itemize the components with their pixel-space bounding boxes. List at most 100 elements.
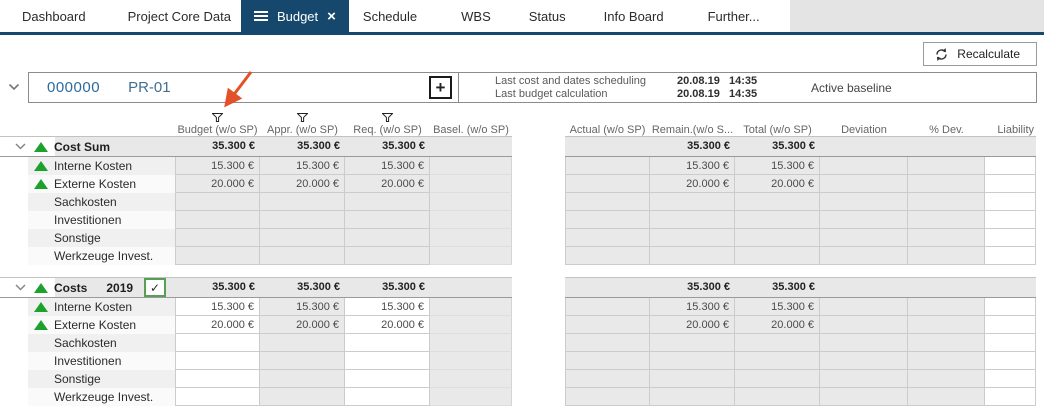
chevron-down-icon[interactable] — [15, 284, 27, 291]
column-header-appr[interactable]: Appr. (w/o SP) — [267, 124, 338, 136]
cell-total: 20.000 € — [735, 316, 820, 334]
cell-req — [345, 193, 430, 211]
row-label: Externe Kosten — [54, 318, 137, 332]
tab-project-core-data[interactable]: Project Core Data — [127, 8, 231, 24]
sum-cell-req: 35.300 € — [345, 136, 430, 157]
column-header-actual[interactable]: Actual (w/o SP) — [569, 124, 646, 136]
cell-total: 15.300 € — [735, 298, 820, 316]
close-icon[interactable]: × — [327, 7, 336, 25]
cell-budget[interactable] — [175, 388, 260, 406]
table-row: Sachkosten — [0, 193, 1044, 211]
project-code-link[interactable]: PR-01 — [128, 79, 171, 96]
tab-status[interactable]: Status — [528, 8, 566, 24]
cell-req[interactable] — [345, 334, 430, 352]
cell-basel — [430, 247, 512, 265]
cell-liability — [985, 370, 1036, 388]
add-button[interactable]: + — [429, 76, 452, 99]
filter-icon[interactable] — [260, 110, 345, 122]
row-label-cell: Costs 2019 ✓ — [0, 277, 175, 298]
cell-remain: 15.300 € — [650, 298, 735, 316]
cell-req[interactable] — [345, 388, 430, 406]
cell-total — [735, 247, 820, 265]
column-header-liability[interactable]: Liability — [997, 124, 1034, 136]
recalculate-label: Recalculate — [957, 47, 1020, 61]
tab-dashboard[interactable]: Dashboard — [22, 8, 86, 24]
table-row: Sachkosten — [0, 334, 1044, 352]
cell-budget[interactable]: 15.300 € — [175, 298, 260, 316]
column-header-req[interactable]: Req. (w/o SP) — [353, 124, 422, 136]
row-label: Sonstige — [54, 372, 101, 386]
cell-req[interactable]: 20.000 € — [345, 316, 430, 334]
recalculate-button[interactable]: Recalculate — [923, 42, 1037, 66]
column-header-[interactable]: % Dev. — [929, 124, 964, 136]
column-header-deviation[interactable]: Deviation — [841, 124, 887, 136]
project-number-link[interactable]: 000000 — [47, 79, 101, 96]
tab-bar-filler — [789, 0, 1044, 32]
cell-req[interactable] — [345, 352, 430, 370]
tab-schedule[interactable]: Schedule — [362, 8, 418, 24]
trend-up-icon — [34, 282, 48, 293]
cell-req[interactable]: 15.300 € — [345, 298, 430, 316]
cell-basel — [430, 229, 512, 247]
sum-cell-liability — [985, 136, 1036, 157]
tab-further[interactable]: Further... — [707, 8, 760, 24]
row-label: Externe Kosten — [54, 177, 137, 191]
cell-liability — [985, 211, 1036, 229]
tab-wbs[interactable]: WBS — [461, 8, 491, 24]
cell-appr — [260, 247, 345, 265]
cell-appr — [260, 193, 345, 211]
cell-deviation — [820, 316, 908, 334]
cell-budget — [175, 211, 260, 229]
cell-basel — [430, 298, 512, 316]
column-header-remain-w-o[interactable]: Remain.(w/o S... — [651, 124, 734, 136]
cell-gap — [512, 370, 565, 388]
tab-bar: Dashboard Project Core Data Budget × Schedul… — [0, 0, 1044, 35]
summary-row: Costs 2019 ✓ 35.300 €35.300 €35.300 €35.300… — [0, 277, 1044, 298]
cell-gap — [512, 193, 565, 211]
cell-basel — [430, 193, 512, 211]
active-baseline-label: Active baseline — [811, 80, 892, 95]
filter-icon[interactable] — [345, 110, 430, 122]
cell-budget[interactable] — [175, 334, 260, 352]
cell-gap — [512, 229, 565, 247]
tab-info-board[interactable]: Info Board — [603, 8, 664, 24]
project-header[interactable]: 000000 PR-01 + — [29, 73, 459, 102]
row-label: Sachkosten — [54, 195, 117, 209]
cell-pdev — [908, 247, 985, 265]
row-label-cell: Sachkosten — [0, 334, 175, 352]
cell-appr — [260, 388, 345, 406]
column-header-total[interactable]: Total (w/o SP) — [743, 124, 812, 136]
chevron-down-icon[interactable] — [15, 143, 27, 150]
cell-basel — [430, 388, 512, 406]
trend-up-icon — [34, 320, 48, 330]
scheduling-date: 20.08.19 — [677, 75, 720, 87]
cell-req[interactable] — [345, 370, 430, 388]
cell-budget[interactable] — [175, 370, 260, 388]
cell-budget[interactable] — [175, 352, 260, 370]
table-row: Sonstige — [0, 229, 1044, 247]
filter-icon[interactable] — [175, 110, 260, 122]
cell-actual — [565, 193, 650, 211]
project-chevron-down-icon[interactable] — [8, 83, 20, 91]
row-label-cell: Externe Kosten — [0, 175, 175, 193]
year-checkbox[interactable]: ✓ — [144, 278, 167, 297]
cell-appr: 20.000 € — [260, 175, 345, 193]
cell-liability — [985, 316, 1036, 334]
block-title: Costs — [54, 280, 88, 295]
cell-budget — [175, 193, 260, 211]
tab-budget[interactable]: Budget × — [240, 0, 349, 32]
cell-liability — [985, 298, 1036, 316]
cell-pdev — [908, 175, 985, 193]
cell-budget[interactable]: 20.000 € — [175, 316, 260, 334]
column-header-budget[interactable]: Budget (w/o SP) — [177, 124, 258, 136]
cell-deviation — [820, 370, 908, 388]
trend-up-icon — [34, 141, 48, 152]
cell-basel — [430, 370, 512, 388]
calculation-info-panel: Last cost and dates scheduling 20.08.19 … — [459, 73, 1036, 102]
column-header-basel[interactable]: Basel. (w/o SP) — [433, 124, 509, 136]
cell-deviation — [820, 211, 908, 229]
cell-pdev — [908, 298, 985, 316]
cell-total — [735, 193, 820, 211]
cell-pdev — [908, 352, 985, 370]
row-label: Interne Kosten — [54, 300, 133, 314]
